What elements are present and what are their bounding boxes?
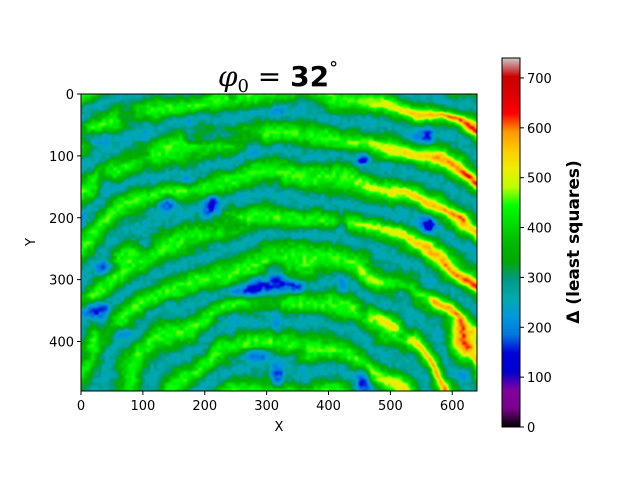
x-tick-label: 100	[130, 399, 155, 414]
title-value: 32	[290, 60, 329, 93]
plot-frame	[80, 93, 478, 392]
colorbar-tick-label: 400	[527, 222, 552, 237]
y-tick-label: 200	[49, 212, 74, 227]
colorbar-label: Δ (least squares)	[564, 160, 584, 324]
chart-title: φ0 = 32°	[218, 58, 338, 97]
colorbar: 0 100 200 300 400 500 600 700 Δ (least squares)	[501, 57, 584, 436]
colorbar-tick-label: 700	[527, 72, 552, 87]
y-tick-label: 100	[49, 150, 74, 165]
heatmap-image-container	[81, 94, 477, 391]
x-tick-label: 400	[316, 399, 341, 414]
y-axis-label: Y	[24, 238, 39, 247]
y-tick-label: 400	[49, 336, 74, 351]
colorbar-tick-label: 600	[527, 122, 552, 137]
x-tick-label: 500	[378, 399, 403, 414]
y-tick-label: 0	[66, 88, 74, 103]
title-symbol: φ	[218, 60, 238, 93]
x-tick-label: 0	[77, 399, 85, 414]
colorbar-gradient	[501, 57, 521, 428]
heatmap-image	[81, 94, 477, 391]
colorbar-tick-label: 500	[527, 172, 552, 187]
x-axis: 0 100 200 300 400 500 600	[77, 391, 465, 414]
x-tick-label: 600	[440, 399, 465, 414]
colorbar-tick-label: 100	[527, 371, 552, 386]
title-subscript: 0	[237, 76, 248, 97]
colorbar-ticks: 0 100 200 300 400 500 600 700	[520, 72, 552, 436]
x-tick-label: 300	[254, 399, 279, 414]
y-tick-label: 300	[49, 274, 74, 289]
colorbar-tick-label: 300	[527, 271, 552, 286]
x-tick-label: 200	[192, 399, 217, 414]
heatmap-plot	[80, 93, 478, 392]
x-axis-label: X	[275, 420, 284, 435]
colorbar-tick-label: 0	[527, 421, 535, 436]
y-axis: 0 100 200 300 400	[49, 88, 81, 351]
title-unit: °	[329, 58, 338, 79]
title-equals: =	[249, 60, 290, 93]
colorbar-tick-label: 200	[527, 321, 552, 336]
